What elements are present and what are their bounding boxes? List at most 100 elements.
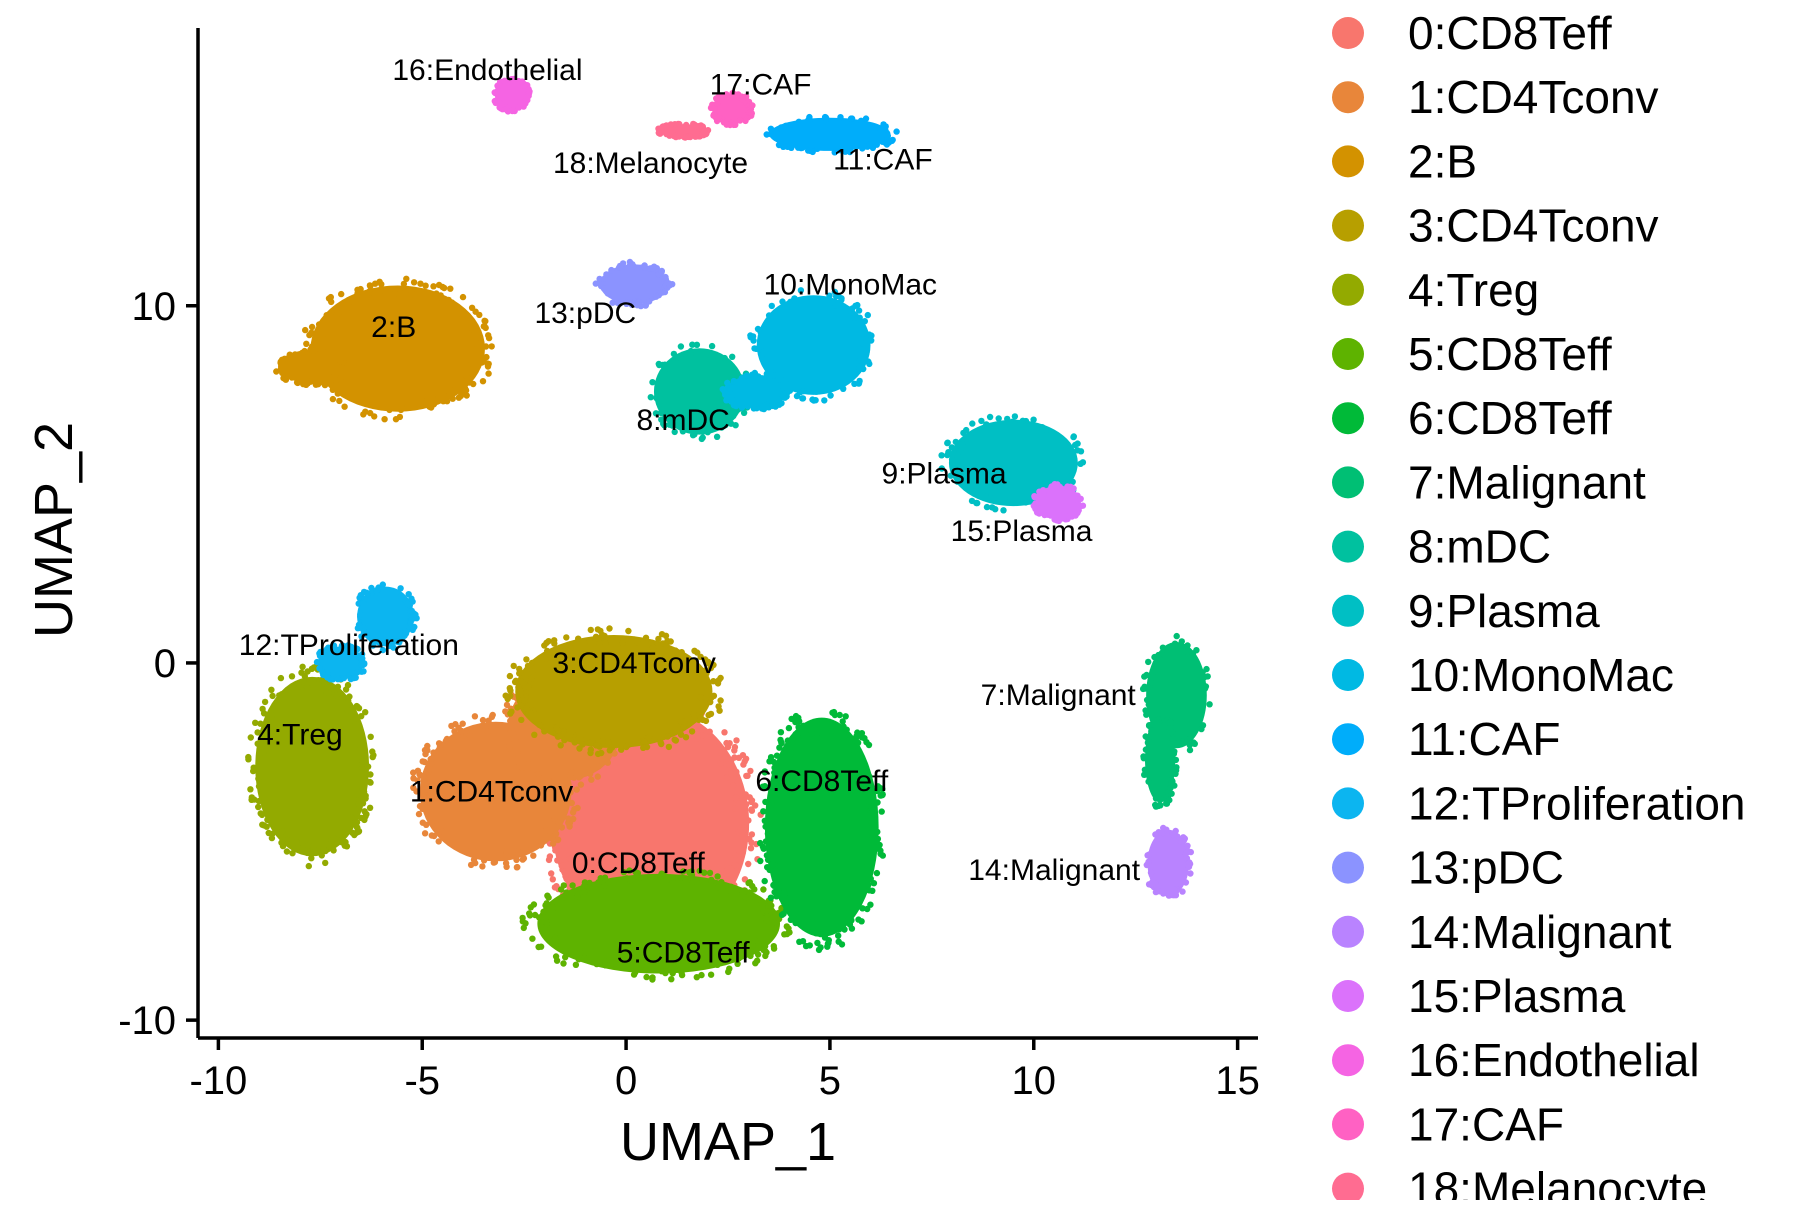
data-point [986,425,994,432]
data-point [1067,473,1075,480]
data-point [757,857,764,865]
data-point [713,100,721,107]
data-point [783,930,791,938]
data-point [747,767,754,775]
data-point [1198,725,1205,733]
data-point [789,383,797,390]
data-point [344,707,351,714]
data-point [482,343,490,350]
x-axis-title: UMAP_1 [620,1112,836,1172]
data-point [245,756,252,763]
data-point [841,926,848,933]
legend-item-17-caf: 17:CAF [1332,1098,1564,1150]
data-point [439,300,446,308]
data-point [534,770,542,778]
data-point [746,794,753,801]
data-point [518,716,525,724]
cluster-core-12-tproliferation [317,646,364,680]
data-point [973,499,980,507]
data-point [854,301,861,309]
data-point [666,421,673,428]
data-point [786,141,794,149]
data-point [687,133,694,141]
cluster-points-3-cd4tconv [502,625,724,758]
data-point [810,397,817,404]
data-point [738,404,746,411]
data-point [459,293,467,301]
data-point [691,431,698,438]
data-point [884,132,891,140]
cluster-points-2-b [273,275,495,423]
data-point [1148,881,1155,889]
data-point [358,713,365,720]
data-point [769,861,776,868]
data-point [1187,870,1194,877]
data-point [1144,746,1151,753]
data-point [496,104,503,111]
data-point [868,787,875,795]
data-point [817,944,824,951]
data-point [693,341,701,348]
cluster-core-5-cd8teff [537,873,781,974]
data-point [1074,447,1081,454]
data-point [572,961,580,968]
data-point [718,879,725,886]
data-point [664,411,672,418]
data-point [522,920,529,927]
data-point [708,694,715,701]
data-point [762,798,769,806]
data-point [733,768,740,776]
data-point [341,403,348,410]
data-point [554,905,562,913]
data-point [485,370,492,377]
data-point [701,869,708,876]
data-point [743,372,750,379]
data-point [471,848,478,855]
data-point [468,370,476,377]
data-point [309,377,316,385]
data-point [869,823,877,831]
data-point [355,800,362,807]
data-point [854,739,862,746]
data-point [865,881,872,888]
data-point [719,386,726,393]
data-point [284,836,291,844]
data-point [713,433,721,440]
data-point [1077,495,1084,502]
data-point [367,733,374,740]
data-point [767,818,774,825]
data-point [1145,778,1152,785]
data-point [763,907,770,915]
data-point [659,123,666,131]
data-point [548,928,556,936]
data-point [336,397,343,405]
data-point [779,895,786,902]
legend-swatch [1332,594,1364,627]
data-point [506,672,514,680]
data-point [751,886,758,893]
data-point [832,293,840,300]
data-point [749,943,756,950]
data-point [702,694,709,702]
data-point [778,739,785,746]
data-point [780,377,787,385]
x-tick-label: -10 [189,1059,247,1103]
data-point [784,737,791,744]
cluster-label-13-pdc: 13:pDC [534,297,636,330]
data-point [837,147,844,154]
data-point [958,442,966,449]
data-point [416,771,423,778]
data-point [366,804,374,811]
data-point [608,266,615,274]
data-point [315,321,323,328]
data-point [360,668,367,675]
data-point [603,271,610,278]
data-point [870,807,878,814]
data-point [595,763,602,770]
data-point [557,886,565,893]
data-point [1147,869,1155,876]
data-point [478,359,486,366]
data-point [529,935,536,942]
data-point [1141,771,1148,778]
data-point [439,283,446,291]
